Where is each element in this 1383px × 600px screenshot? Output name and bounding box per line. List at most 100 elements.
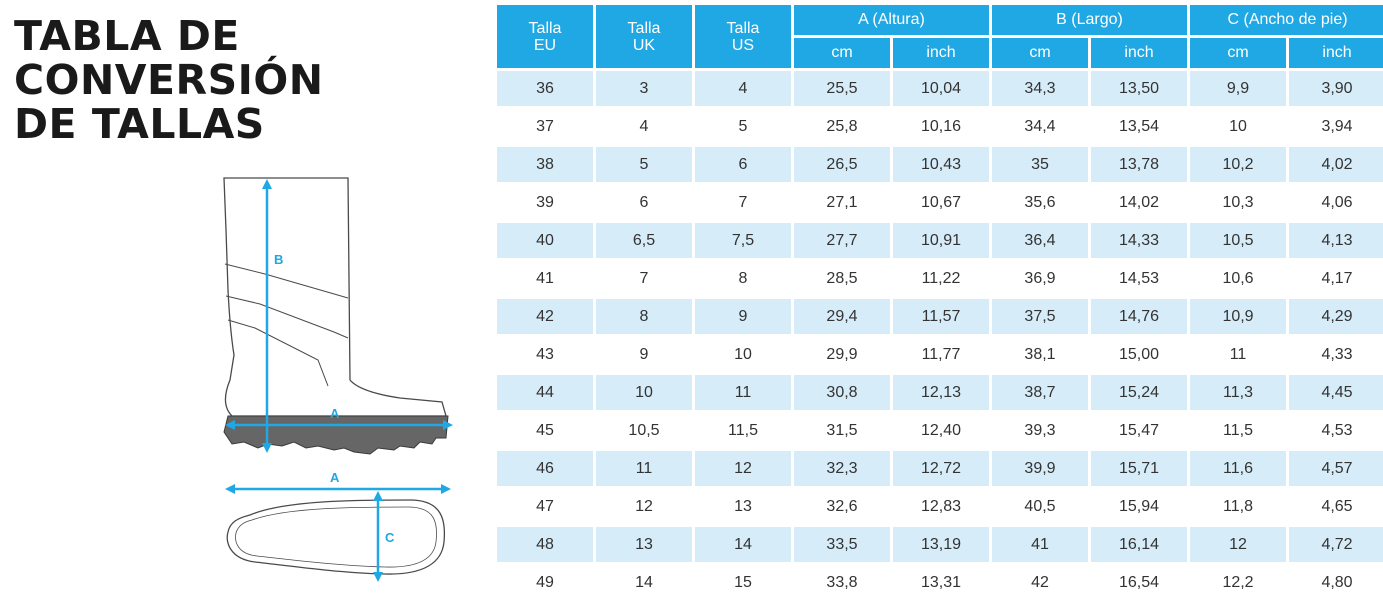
cell-b-cm: 42 (992, 562, 1088, 600)
cell-b-cm: 38,1 (992, 334, 1088, 372)
title-line-3: DE TALLAS (14, 100, 265, 148)
table-row: 43 9 10 29,9 11,77 38,1 15,00 11 4,33 (497, 334, 1383, 372)
cell-uk: 5 (596, 144, 692, 182)
label-b: B (274, 252, 283, 267)
cell-us: 5 (695, 106, 791, 144)
cell-b-cm: 38,7 (992, 372, 1088, 410)
table-row: 45 10,5 11,5 31,5 12,40 39,3 15,47 11,5 4,53 (497, 410, 1383, 448)
size-conversion-table: Talla EU Talla UK Talla US A (Altura) B … (494, 5, 1383, 600)
cell-uk: 10 (596, 372, 692, 410)
cell-eu: 40 (497, 220, 593, 258)
cell-b-cm: 39,9 (992, 448, 1088, 486)
cell-a-cm: 30,8 (794, 372, 890, 410)
cell-c-inch: 4,33 (1289, 334, 1383, 372)
cell-uk: 9 (596, 334, 692, 372)
table-row: 40 6,5 7,5 27,7 10,91 36,4 14,33 10,5 4,13 (497, 220, 1383, 258)
cell-a-cm: 32,6 (794, 486, 890, 524)
cell-c-cm: 11,3 (1190, 372, 1287, 410)
cell-uk: 7 (596, 258, 692, 296)
header-a-inch: inch (893, 35, 989, 68)
cell-eu: 36 (497, 68, 593, 106)
cell-c-cm: 12 (1190, 524, 1287, 562)
boot-stripe (227, 319, 329, 387)
header-b-largo: B (Largo) (992, 5, 1188, 35)
cell-b-inch: 16,14 (1091, 524, 1188, 562)
cell-a-inch: 10,91 (893, 220, 989, 258)
cell-b-cm: 36,4 (992, 220, 1088, 258)
cell-b-inch: 15,47 (1091, 410, 1188, 448)
title-line-2: CONVERSIÓN (14, 56, 324, 104)
cell-c-inch: 4,65 (1289, 486, 1383, 524)
cell-a-inch: 10,43 (893, 144, 989, 182)
cell-b-cm: 34,4 (992, 106, 1088, 144)
cell-us: 8 (695, 258, 791, 296)
cell-b-cm: 35,6 (992, 182, 1088, 220)
cell-c-inch: 4,17 (1289, 258, 1383, 296)
cell-eu: 46 (497, 448, 593, 486)
header-talla-eu: Talla EU (497, 5, 593, 68)
cell-c-cm: 11 (1190, 334, 1287, 372)
cell-uk: 14 (596, 562, 692, 600)
header-talla-uk: Talla UK (596, 5, 692, 68)
cell-c-inch: 4,53 (1289, 410, 1383, 448)
boot-stripe (225, 295, 349, 339)
title-line-1: TABLA DE (14, 12, 240, 60)
cell-c-cm: 10,3 (1190, 182, 1287, 220)
cell-eu: 41 (497, 258, 593, 296)
cell-b-inch: 15,71 (1091, 448, 1188, 486)
boot-side-outline (223, 177, 447, 417)
cell-a-cm: 29,4 (794, 296, 890, 334)
cell-eu: 47 (497, 486, 593, 524)
cell-a-inch: 11,57 (893, 296, 989, 334)
cell-c-cm: 11,6 (1190, 448, 1287, 486)
cell-b-inch: 14,33 (1091, 220, 1188, 258)
cell-c-inch: 4,45 (1289, 372, 1383, 410)
table-row: 48 13 14 33,5 13,19 41 16,14 12 4,72 (497, 524, 1383, 562)
sole-top-outline (226, 499, 446, 575)
cell-eu: 48 (497, 524, 593, 562)
boot-sole (223, 415, 449, 455)
cell-b-inch: 15,24 (1091, 372, 1188, 410)
table-row: 41 7 8 28,5 11,22 36,9 14,53 10,6 4,17 (497, 258, 1383, 296)
cell-c-inch: 4,29 (1289, 296, 1383, 334)
cell-a-cm: 27,1 (794, 182, 890, 220)
cell-a-inch: 11,77 (893, 334, 989, 372)
cell-eu: 43 (497, 334, 593, 372)
cell-us: 4 (695, 68, 791, 106)
cell-b-cm: 39,3 (992, 410, 1088, 448)
cell-b-inch: 14,02 (1091, 182, 1188, 220)
cell-c-inch: 4,02 (1289, 144, 1383, 182)
cell-c-inch: 4,06 (1289, 182, 1383, 220)
cell-b-cm: 36,9 (992, 258, 1088, 296)
cell-b-cm: 40,5 (992, 486, 1088, 524)
cell-b-cm: 37,5 (992, 296, 1088, 334)
cell-c-inch: 4,57 (1289, 448, 1383, 486)
cell-us: 10 (695, 334, 791, 372)
cell-b-inch: 16,54 (1091, 562, 1188, 600)
cell-c-cm: 12,2 (1190, 562, 1287, 600)
cell-uk: 12 (596, 486, 692, 524)
cell-a-cm: 28,5 (794, 258, 890, 296)
cell-uk: 4 (596, 106, 692, 144)
cell-b-cm: 35 (992, 144, 1088, 182)
cell-c-cm: 10 (1190, 106, 1287, 144)
cell-uk: 6,5 (596, 220, 692, 258)
cell-a-inch: 10,67 (893, 182, 989, 220)
table-body: 36 3 4 25,5 10,04 34,3 13,50 9,9 3,90 37 4 5 25,8 10,… (497, 68, 1383, 600)
cell-b-inch: 13,54 (1091, 106, 1188, 144)
table-row: 38 5 6 26,5 10,43 35 13,78 10,2 4,02 (497, 144, 1383, 182)
table-row: 46 11 12 32,3 12,72 39,9 15,71 11,6 4,57 (497, 448, 1383, 486)
cell-a-cm: 25,8 (794, 106, 890, 144)
cell-uk: 6 (596, 182, 692, 220)
cell-a-cm: 25,5 (794, 68, 890, 106)
cell-c-cm: 11,8 (1190, 486, 1287, 524)
cell-b-inch: 14,53 (1091, 258, 1188, 296)
cell-uk: 11 (596, 448, 692, 486)
cell-a-cm: 26,5 (794, 144, 890, 182)
boot-diagram: B A A C (223, 177, 453, 582)
cell-c-cm: 11,5 (1190, 410, 1287, 448)
cell-us: 13 (695, 486, 791, 524)
cell-uk: 10,5 (596, 410, 692, 448)
cell-b-inch: 14,76 (1091, 296, 1188, 334)
cell-c-inch: 3,94 (1289, 106, 1383, 144)
